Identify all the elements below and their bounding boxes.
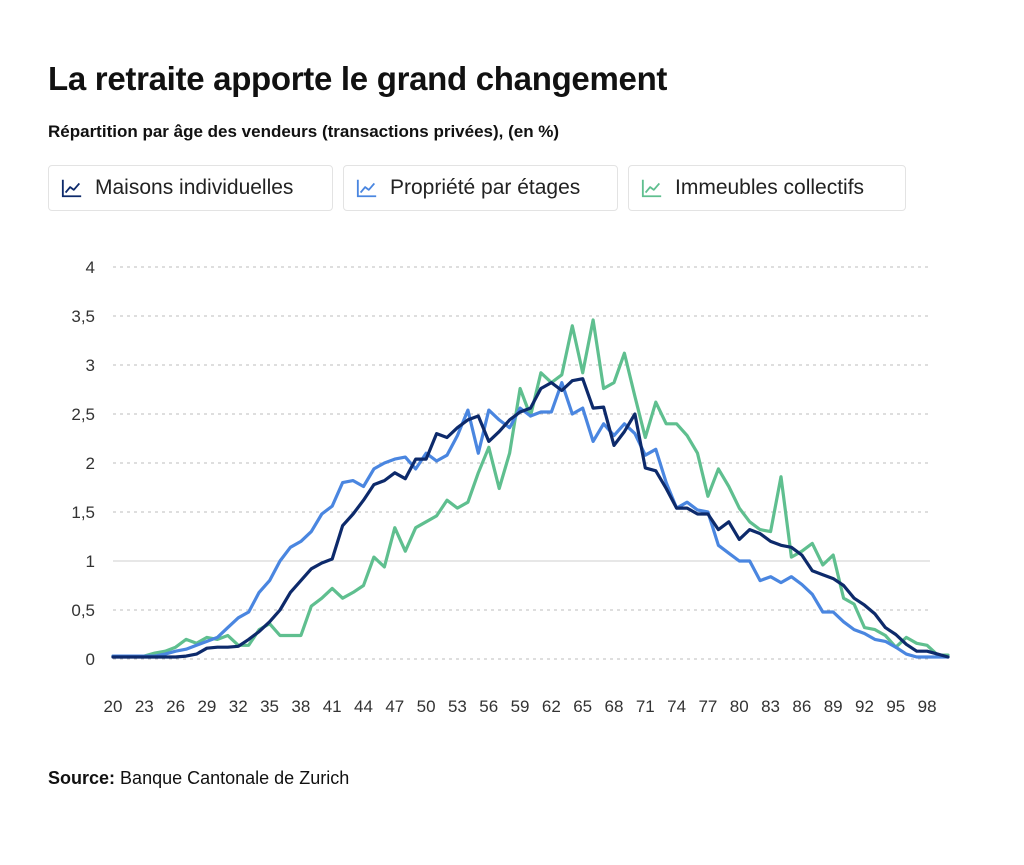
x-tick-label: 89 [824,697,843,716]
x-tick-label: 83 [761,697,780,716]
chart-grid [113,266,930,660]
legend-item-immeubles-collectifs[interactable]: Immeubles collectifs [628,165,906,211]
x-tick-label: 86 [792,697,811,716]
x-tick-label: 44 [354,697,373,716]
source-label: Source: [48,768,116,788]
x-tick-label: 59 [511,697,530,716]
x-tick-label: 41 [323,697,342,716]
legend: Maisons individuelles Propriété par étag… [48,165,906,211]
series-line-immeubles-collectifs [111,318,950,658]
legend-label: Propriété par étages [390,176,581,199]
x-tick-label: 53 [448,697,467,716]
x-tick-label: 47 [385,697,404,716]
x-tick-label: 29 [197,697,216,716]
x-axis: 20 23 26 29 32 35 38 41 44 47 50 53 56 59 62 65 68 71 74 77… [104,697,937,716]
x-tick-label: 71 [636,697,655,716]
y-axis: 0 0,5 1 1,5 2 2,5 3 3,5 4 [71,258,95,669]
x-tick-label: 95 [886,697,905,716]
x-tick-label: 50 [417,697,436,716]
line-chart-icon [641,179,662,198]
x-tick-label: 26 [166,697,185,716]
x-tick-label: 20 [104,697,123,716]
x-tick-label: 77 [698,697,717,716]
y-tick-label: 2 [86,454,95,473]
chart-subtitle: Répartition par âge des vendeurs (transa… [48,122,560,141]
legend-item-propriete-par-etages[interactable]: Propriété par étages [343,165,618,211]
line-chart-icon [61,179,82,198]
x-tick-label: 62 [542,697,561,716]
x-tick-label: 80 [730,697,749,716]
y-tick-label: 4 [86,258,95,277]
legend-label: Immeubles collectifs [675,176,865,199]
y-tick-label: 0 [86,650,95,669]
x-tick-label: 56 [479,697,498,716]
x-tick-label: 68 [605,697,624,716]
x-tick-label: 23 [135,697,154,716]
y-tick-label: 3,5 [71,307,95,326]
series-line-maisons-individuelles [111,377,950,659]
y-tick-label: 2,5 [71,405,95,424]
line-chart: 0 0,5 1 1,5 2 2,5 3 3,5 4 20 23 26 29 32 35 38 41 44 47 50… [71,258,950,716]
x-tick-label: 98 [918,697,937,716]
x-tick-label: 38 [291,697,310,716]
y-tick-label: 3 [86,356,95,375]
chart-title: La retraite apporte le grand changement [48,60,668,97]
legend-item-maisons-individuelles[interactable]: Maisons individuelles [48,165,333,211]
y-tick-label: 0,5 [71,601,95,620]
x-tick-label: 65 [573,697,592,716]
x-tick-label: 35 [260,697,279,716]
y-tick-label: 1,5 [71,503,95,522]
series-line-propriete-par-etages [111,381,950,659]
legend-label: Maisons individuelles [95,176,294,199]
y-tick-label: 1 [86,552,95,571]
chart-series [111,318,950,659]
x-tick-label: 74 [667,697,686,716]
x-tick-label: 32 [229,697,248,716]
source-note: Source: Banque Cantonale de Zurich [48,768,349,789]
line-chart-icon [356,179,377,198]
source-text: Banque Cantonale de Zurich [120,768,350,788]
x-tick-label: 92 [855,697,874,716]
